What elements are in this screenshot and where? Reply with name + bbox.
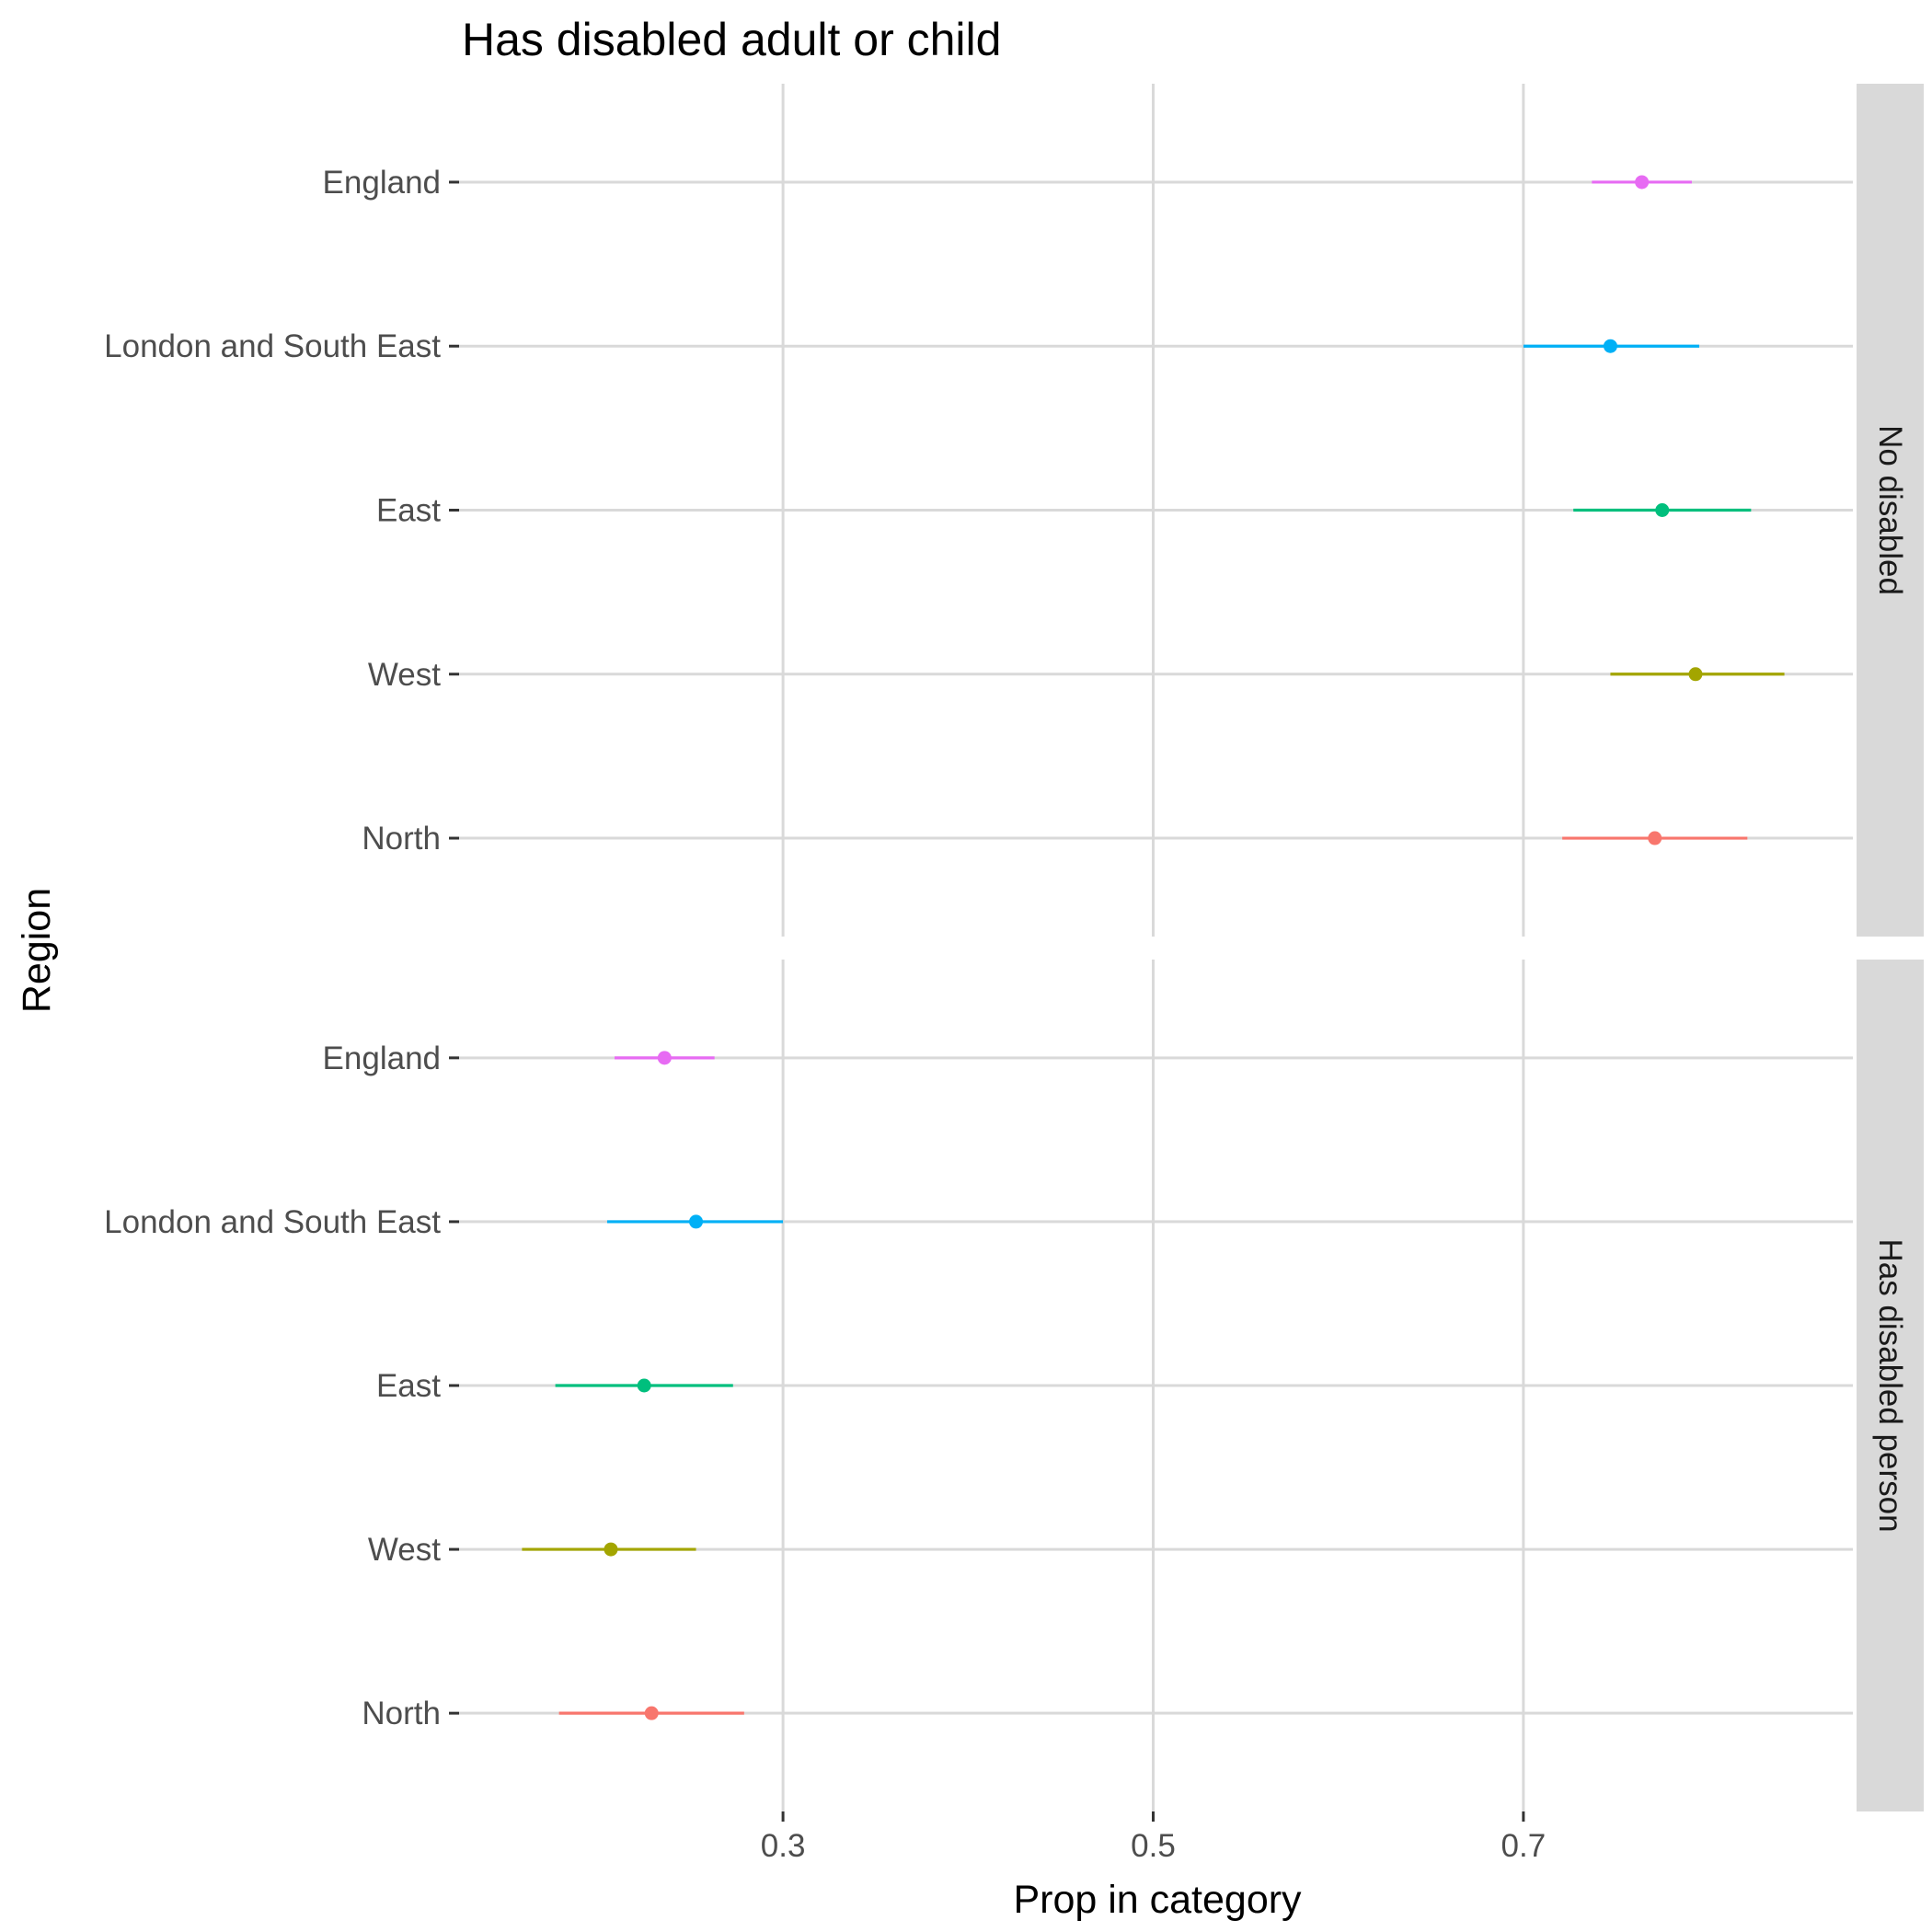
point xyxy=(1655,503,1670,517)
y-tick-label: West xyxy=(368,657,441,693)
point xyxy=(657,1051,672,1065)
y-tick-label: East xyxy=(376,493,441,529)
y-tick-label: North xyxy=(362,821,441,857)
y-tick-label: London and South East xyxy=(104,328,441,364)
facet-strip-label: Has disabled person xyxy=(1872,1238,1908,1532)
panels: England London and South East East West Nort… xyxy=(104,84,1924,1811)
x-axis-title: Prop in category xyxy=(1013,1878,1302,1922)
panel-1: England London and South East East West Nort… xyxy=(104,84,1924,937)
y-tick-label: West xyxy=(368,1532,441,1568)
y-tick-label: England xyxy=(323,165,441,201)
y-tick-label: East xyxy=(376,1368,441,1404)
x-axis: 0.3 0.5 0.7 xyxy=(761,1811,1546,1864)
point xyxy=(689,1214,704,1229)
y-tick-label: North xyxy=(362,1696,441,1731)
point xyxy=(1648,831,1662,845)
x-tick-label: 0.7 xyxy=(1501,1828,1547,1864)
y-tick-label: England xyxy=(323,1041,441,1076)
point xyxy=(1688,667,1703,682)
facet-strip-label: No disabled xyxy=(1872,425,1908,595)
panel-2: England London and South East East West Nort… xyxy=(104,960,1924,1811)
point xyxy=(604,1542,618,1557)
x-tick-label: 0.5 xyxy=(1131,1828,1176,1864)
point xyxy=(1635,175,1650,190)
chart-title: Has disabled adult or child xyxy=(462,14,1001,65)
facet-strip xyxy=(1857,960,1924,1811)
point xyxy=(644,1706,659,1720)
point xyxy=(637,1378,651,1393)
x-tick-label: 0.3 xyxy=(761,1828,806,1864)
facet-strip xyxy=(1857,84,1924,937)
y-tick-label: London and South East xyxy=(104,1204,441,1240)
point xyxy=(1603,339,1617,353)
y-axis-title: Region xyxy=(15,888,59,1013)
